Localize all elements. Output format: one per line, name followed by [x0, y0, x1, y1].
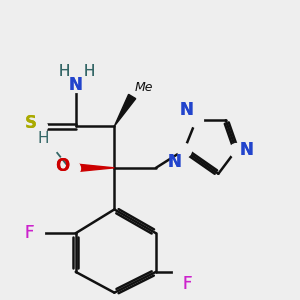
- Text: N: N: [167, 153, 181, 171]
- Text: S: S: [25, 114, 37, 132]
- Text: H: H: [58, 64, 70, 79]
- Text: N: N: [69, 76, 82, 94]
- Text: F: F: [183, 275, 192, 293]
- Text: S: S: [25, 114, 37, 132]
- Text: N: N: [179, 101, 193, 119]
- Text: N: N: [239, 141, 253, 159]
- Text: H: H: [58, 64, 70, 79]
- Text: N: N: [239, 141, 253, 159]
- Text: F: F: [25, 224, 34, 242]
- Text: H: H: [83, 64, 95, 79]
- Text: N: N: [167, 153, 181, 171]
- Text: O: O: [56, 157, 70, 175]
- Text: F: F: [183, 275, 192, 293]
- Text: N: N: [179, 101, 193, 119]
- Text: N: N: [69, 76, 82, 94]
- Text: H: H: [83, 64, 95, 79]
- Text: F: F: [25, 224, 34, 242]
- Text: Me: Me: [135, 80, 154, 94]
- Polygon shape: [114, 94, 136, 126]
- Text: O: O: [56, 157, 70, 175]
- Polygon shape: [73, 164, 114, 172]
- Text: H: H: [38, 130, 49, 146]
